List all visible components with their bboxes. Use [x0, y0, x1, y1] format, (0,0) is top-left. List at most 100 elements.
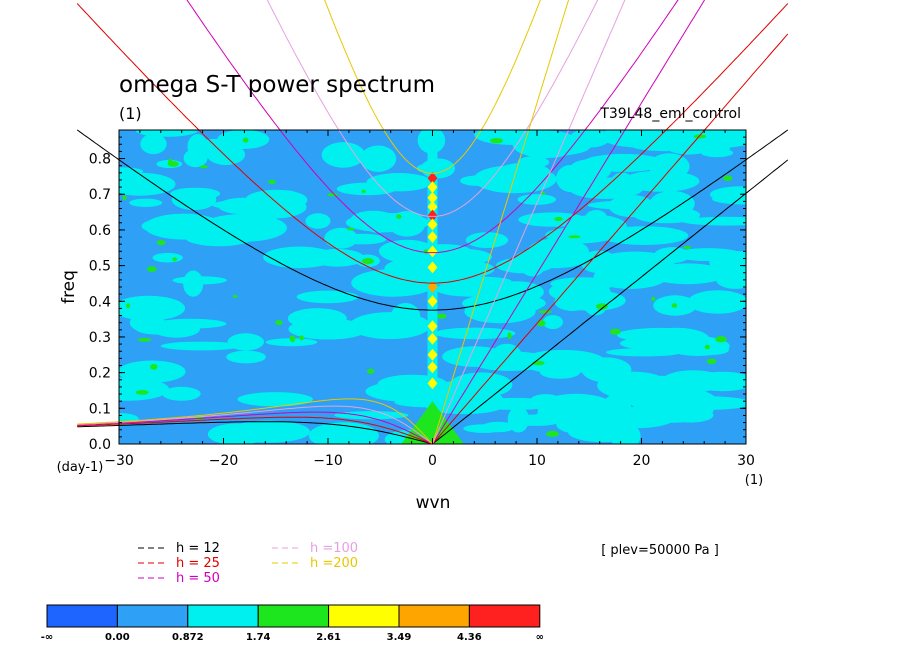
field-patch	[434, 327, 516, 340]
field-patch	[633, 206, 701, 224]
field-spot	[366, 368, 375, 374]
legend-label: h = 12	[176, 541, 220, 556]
field-spot	[122, 195, 127, 201]
spectral-peak	[427, 348, 438, 361]
field-spot	[137, 337, 152, 342]
field-patch	[308, 422, 379, 444]
field-patch	[716, 270, 746, 289]
field-spot	[150, 363, 158, 370]
field-patch	[305, 213, 331, 229]
field-patch	[263, 246, 336, 269]
field-patch	[227, 420, 311, 443]
dispersion-curve	[76, 3, 789, 284]
field-patch	[336, 182, 397, 196]
colorbar-label: 0.872	[172, 632, 204, 643]
dispersion-curve	[77, 398, 433, 445]
field-patch	[542, 315, 563, 330]
field-patch	[496, 257, 553, 274]
field-patch	[517, 194, 557, 205]
legend-label: h = 25	[176, 556, 220, 571]
legend-label: h =100	[310, 541, 358, 556]
field-patch	[368, 224, 389, 233]
spectral-peaks	[427, 172, 438, 390]
field-patch	[584, 296, 607, 316]
colorbar-label: 0.00	[105, 632, 130, 643]
dispersion-curve	[432, 0, 626, 445]
field-spot	[490, 138, 503, 144]
field-spot	[706, 358, 717, 364]
field-spot	[568, 235, 581, 239]
x-tick-label: −10	[313, 453, 343, 469]
colorbar-label: 1.74	[246, 632, 271, 643]
x-axis-units: (1)	[745, 473, 763, 488]
field-spot	[168, 158, 173, 164]
colorbar-swatch	[468, 604, 541, 628]
colorbar-swatch	[187, 604, 259, 628]
field-spot	[146, 266, 157, 272]
title-units: (1)	[119, 104, 142, 123]
dispersion-curve	[432, 33, 789, 445]
dispersion-curve	[266, 0, 599, 217]
field-patch	[360, 320, 385, 335]
field-patch	[265, 338, 318, 347]
field-patch	[709, 251, 746, 275]
field-patch	[350, 210, 396, 228]
chart-title: omega S-T power spectrum	[119, 72, 435, 98]
y-tick-label: 0.2	[89, 366, 111, 382]
spectral-peak	[427, 200, 438, 213]
spectral-peak	[427, 191, 438, 204]
field-patch	[160, 341, 242, 351]
y-tick-label: 0.6	[89, 223, 111, 239]
field-spot	[396, 214, 402, 219]
spectral-peak	[427, 377, 438, 390]
colorbar-swatch	[398, 604, 470, 628]
y-tick-label: 0.7	[89, 187, 111, 203]
field-spot	[361, 189, 366, 194]
colorbar-swatch	[116, 604, 189, 628]
field-patch	[681, 216, 746, 226]
y-axis-label: freq	[59, 270, 79, 304]
y-tick-label: 0.5	[89, 259, 111, 275]
field-patch	[539, 365, 581, 379]
spectral-peak	[427, 172, 438, 185]
field-spot	[268, 179, 276, 185]
dataset-label: T39L48_eml_control	[599, 106, 741, 122]
spectral-peak	[427, 245, 438, 258]
field-spot	[537, 320, 546, 327]
field-spot	[595, 303, 608, 310]
field-patch	[517, 156, 550, 168]
y-tick-label: 0.1	[89, 401, 111, 417]
y-axis: 0.0 0.1 0.2 0.3 0.4 0.5 0.6 0.7 0.8	[89, 136, 746, 453]
dispersion-curve	[432, 0, 706, 445]
field-patch	[512, 130, 581, 159]
field-spot	[361, 258, 374, 265]
field-spot	[507, 332, 512, 340]
y-tick-label: 0.8	[89, 152, 111, 168]
field-patch	[339, 233, 387, 245]
colorbar-swatch	[257, 604, 330, 628]
spectral-peak	[427, 332, 438, 345]
field-patch	[185, 229, 253, 247]
field-patch	[129, 198, 163, 207]
field-patch	[489, 304, 539, 313]
spectral-peak	[427, 261, 438, 274]
field-patch	[360, 145, 397, 172]
field-patch	[136, 324, 186, 335]
y-tick-label: 0.3	[89, 330, 111, 346]
x-tick-label: 10	[528, 453, 546, 469]
spectral-peak	[427, 295, 438, 308]
x-tick-label: 30	[737, 453, 755, 469]
field-patch	[378, 239, 436, 263]
field-patch	[172, 276, 227, 285]
spectral-peak	[427, 281, 438, 293]
field-spot	[172, 257, 178, 262]
dispersion-curve	[324, 0, 541, 174]
y-tick-label: 0.4	[89, 294, 111, 310]
colorbar-swatch	[328, 604, 400, 628]
field-patch	[384, 257, 457, 281]
field-spot	[199, 165, 208, 169]
field-patch	[140, 133, 167, 155]
colorbar-label: 3.49	[387, 632, 412, 643]
field-spot	[683, 245, 692, 250]
level-label: [ plev=50000 Pa ]	[601, 543, 719, 558]
